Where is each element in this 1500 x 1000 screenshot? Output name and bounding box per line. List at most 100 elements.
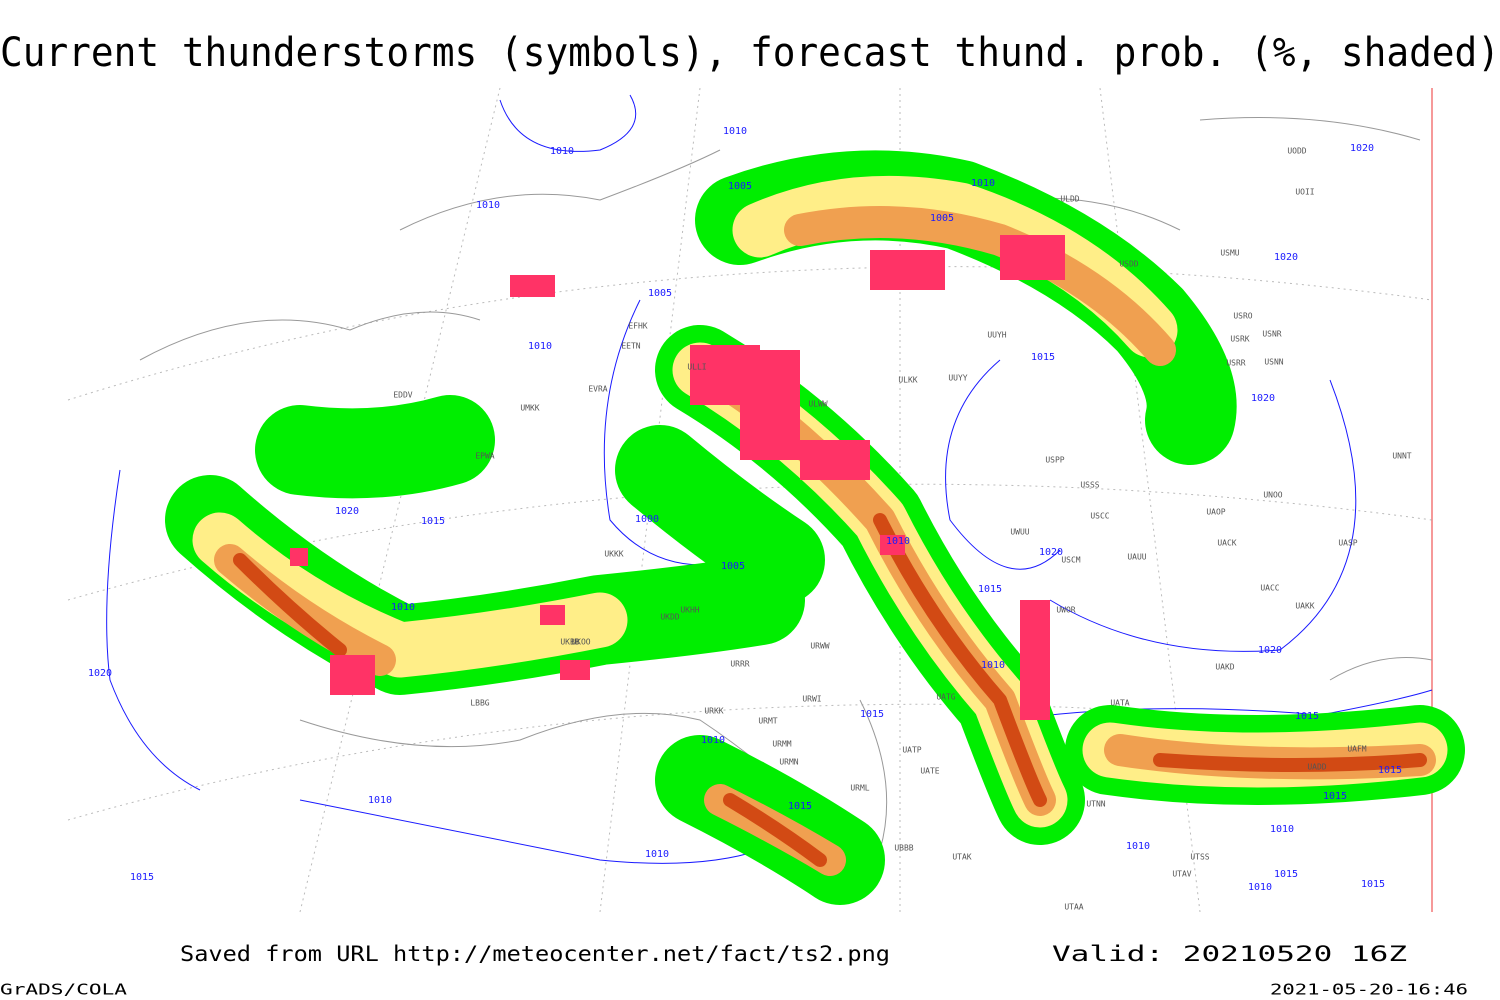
station-label: USMU: [1220, 249, 1239, 258]
station-label: LBBG: [470, 699, 489, 708]
station-label: UKKK: [604, 550, 623, 559]
station-label: URMN: [779, 758, 798, 767]
station-label: EVRA: [588, 385, 607, 394]
station-label: UUYH: [987, 331, 1006, 340]
coastlines: [139, 117, 1433, 851]
isobar-label: 1005: [648, 288, 672, 299]
station-label: UAOP: [1206, 508, 1225, 517]
valid-time: Valid: 20210520 16Z: [1052, 942, 1407, 966]
isobar-label: 1005: [728, 181, 752, 192]
station-label: UAKK: [1295, 602, 1314, 611]
isobar-label: 1005: [930, 213, 954, 224]
station-label: EETN: [621, 342, 640, 351]
isobar-label: 1010: [886, 536, 910, 547]
isobar-label: 1015: [1031, 352, 1055, 363]
isobar-label: 1000: [635, 514, 659, 525]
station-label: URMT: [758, 717, 777, 726]
station-label: USSS: [1080, 481, 1099, 490]
station-label: UTAV: [1172, 870, 1191, 879]
station-label: USRK: [1230, 335, 1249, 344]
isobar-label: 1020: [1258, 645, 1282, 656]
station-label: UBBB: [894, 844, 913, 853]
station-label: ULKK: [898, 376, 917, 385]
isobar-label: 1015: [1378, 765, 1402, 776]
station-label: USPP: [1045, 456, 1064, 465]
station-label: UUYY: [948, 374, 967, 383]
isobar-label: 1015: [130, 872, 154, 883]
station-label: UACK: [1217, 539, 1236, 548]
station-label: URML: [850, 784, 869, 793]
source-url: Saved from URL http://meteocenter.net/fa…: [180, 942, 890, 966]
isobar-label: 1020: [1251, 393, 1275, 404]
station-labels: ULLI ULWW UUYY ULKK UUYH USSS UNOO UACC UAKK UAKD…: [393, 147, 1411, 912]
isobar-label: 1010: [645, 849, 669, 860]
station-label: UTAA: [1064, 903, 1083, 912]
station-label: USRR: [1226, 359, 1245, 368]
station-label: UWOR: [1056, 606, 1075, 615]
isobar-label: 1015: [1361, 879, 1385, 890]
station-label: URRR: [730, 660, 749, 669]
station-label: USDD: [1119, 260, 1138, 269]
isobar-label: 1010: [550, 146, 574, 157]
station-label: UAUU: [1127, 553, 1146, 562]
isobar-label: 1015: [1274, 869, 1298, 880]
station-label: UOII: [1295, 188, 1314, 197]
station-label: ULWW: [808, 400, 827, 409]
station-label: URMM: [772, 740, 791, 749]
isobar-label: 1015: [788, 801, 812, 812]
station-label: UWUU: [1010, 528, 1029, 537]
station-label: UKOO: [571, 638, 590, 647]
isobar-label: 1015: [421, 516, 445, 527]
storm-symbols: [290, 235, 1065, 720]
isobar-label: 1020: [335, 506, 359, 517]
station-label: USCM: [1061, 556, 1080, 565]
isobar-labels: 1010 1010 1005 1010 1005 1010 1010 1005 1020 1020…: [88, 126, 1402, 893]
station-label: USCC: [1090, 512, 1109, 521]
station-label: UASP: [1338, 539, 1357, 548]
isobar-label: 1015: [1295, 711, 1319, 722]
isobar-label: 1010: [701, 735, 725, 746]
station-label: UATP: [902, 746, 921, 755]
station-label: USNN: [1264, 358, 1283, 367]
isobar-label: 1010: [476, 200, 500, 211]
station-label: UNNT: [1392, 452, 1411, 461]
title: Current thunderstorms (symbols), forecas…: [0, 30, 1500, 76]
isobar-label: 1010: [723, 126, 747, 137]
station-label: UTSS: [1190, 853, 1209, 862]
station-label: UADD: [1307, 763, 1326, 772]
isobar-label: 1010: [1126, 841, 1150, 852]
station-label: UKBB: [560, 638, 579, 647]
isobar-label: 1010: [391, 602, 415, 613]
station-label: UTNN: [1086, 800, 1105, 809]
station-label: USRO: [1233, 312, 1252, 321]
isobar-label: 1010: [971, 178, 995, 189]
station-label: UAKD: [1215, 663, 1234, 672]
station-label: URKK: [704, 707, 723, 716]
isobar-label: 1015: [1323, 791, 1347, 802]
station-label: UACC: [1260, 584, 1279, 593]
station-label: ULLI: [687, 363, 706, 372]
station-label: UNOO: [1263, 491, 1282, 500]
station-label: EDDV: [393, 391, 412, 400]
station-label: ULDD: [1060, 195, 1079, 204]
software: GrADS/COLA: [0, 981, 127, 999]
timestamp: 2021-05-20-16:46: [1270, 981, 1468, 999]
station-label: URWW: [810, 642, 829, 651]
station-label: UKDD: [660, 613, 679, 622]
isobar-label: 1020: [1039, 547, 1063, 558]
station-label: UAFM: [1347, 745, 1366, 754]
station-label: UTAK: [952, 853, 971, 862]
isobar-label: 1020: [88, 668, 112, 679]
isobar-label: 1010: [1270, 824, 1294, 835]
station-label: UATA: [1110, 699, 1129, 708]
station-label: USNR: [1262, 330, 1281, 339]
station-label: UATG: [936, 693, 955, 702]
station-label: UODD: [1287, 147, 1306, 156]
isobar-label: 1020: [1274, 252, 1298, 263]
station-label: EPWA: [475, 452, 494, 461]
isobar-label: 1010: [981, 660, 1005, 671]
station-label: EFHK: [628, 322, 647, 331]
station-label: URWI: [802, 695, 821, 704]
